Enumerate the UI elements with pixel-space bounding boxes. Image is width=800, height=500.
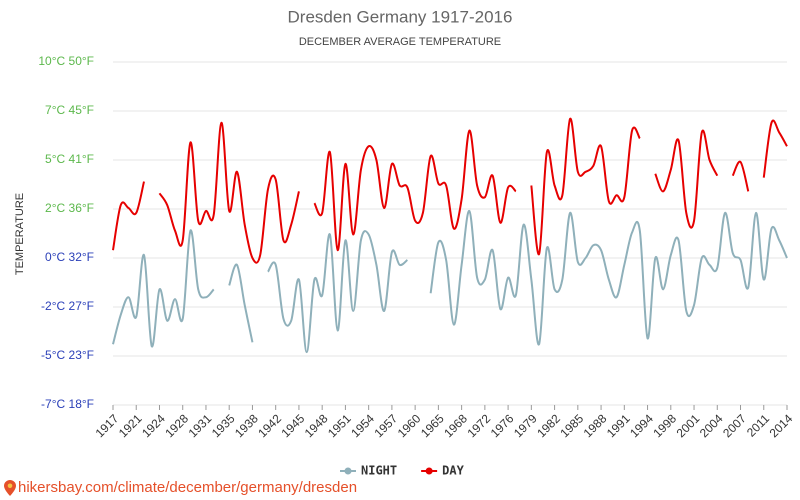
x-tick-label: 1991: [604, 411, 633, 440]
source-text: hikersbay.com/climate/december/germany/d…: [18, 479, 358, 496]
x-tick-label: 2001: [674, 411, 703, 440]
legend-marker: [344, 467, 352, 475]
x-tick-label: 1985: [557, 411, 586, 440]
x-tick-label: 2004: [697, 411, 726, 440]
legend-label: DAY: [442, 464, 464, 478]
x-tick-label: 1972: [464, 411, 493, 440]
x-tick-label: 1957: [371, 411, 400, 440]
y-tick-label: 10°C 50°F: [38, 54, 94, 68]
x-tick-label: 1960: [395, 411, 424, 440]
x-tick-label: 1998: [650, 411, 679, 440]
chart: Dresden Germany 1917-2016 DECEMBER AVERA…: [14, 7, 796, 478]
x-tick-label: 1968: [441, 411, 470, 440]
x-tick-label: 1935: [209, 411, 238, 440]
x-tick-label: 1982: [534, 411, 563, 440]
y-tick-label: -2°C 27°F: [41, 299, 94, 313]
x-tick-label: 1988: [581, 411, 610, 440]
legend-marker: [425, 467, 433, 475]
x-tick-label: 1942: [255, 411, 284, 440]
x-tick-label: 1945: [279, 411, 308, 440]
x-tick-label: 1965: [418, 411, 447, 440]
x-tick-label: 1931: [186, 411, 215, 440]
x-tick-label: 2014: [767, 411, 796, 440]
chart-subtitle: DECEMBER AVERAGE TEMPERATURE: [299, 36, 501, 48]
y-tick-label: 2°C 36°F: [45, 201, 94, 215]
legend: NIGHT DAY: [340, 464, 465, 478]
x-tick-label: 1954: [348, 411, 377, 440]
x-tick-label: 1948: [302, 411, 331, 440]
y-tick-label: -5°C 23°F: [41, 348, 94, 362]
x-tick-label: 1921: [116, 411, 145, 440]
chart-title: Dresden Germany 1917-2016: [288, 7, 513, 26]
pin-icon: [4, 479, 16, 496]
series-line: [112, 117, 788, 264]
x-tick-label: 1979: [511, 411, 540, 440]
x-tick-label: 1938: [232, 411, 261, 440]
series-line: [112, 209, 788, 354]
y-axis-label: TEMPERATURE: [14, 193, 26, 275]
x-tick-label: 2007: [720, 411, 749, 440]
y-tick-label: 0°C 32°F: [45, 250, 94, 264]
x-tick-label: 1917: [93, 411, 122, 440]
y-tick-label: 7°C 45°F: [45, 103, 94, 117]
x-tick-label: 1924: [139, 411, 168, 440]
y-tick-label: 5°C 41°F: [45, 152, 94, 166]
x-tick-label: 2011: [744, 411, 772, 439]
x-tick-label: 1928: [162, 411, 191, 440]
source-link[interactable]: hikersbay.com/climate/december/germany/d…: [4, 479, 357, 496]
y-tick-label: -7°C 18°F: [41, 397, 94, 411]
x-tick-label: 1976: [488, 411, 517, 440]
x-tick-label: 1951: [325, 411, 354, 440]
legend-label: NIGHT: [361, 464, 397, 478]
x-tick-label: 1994: [627, 411, 656, 440]
